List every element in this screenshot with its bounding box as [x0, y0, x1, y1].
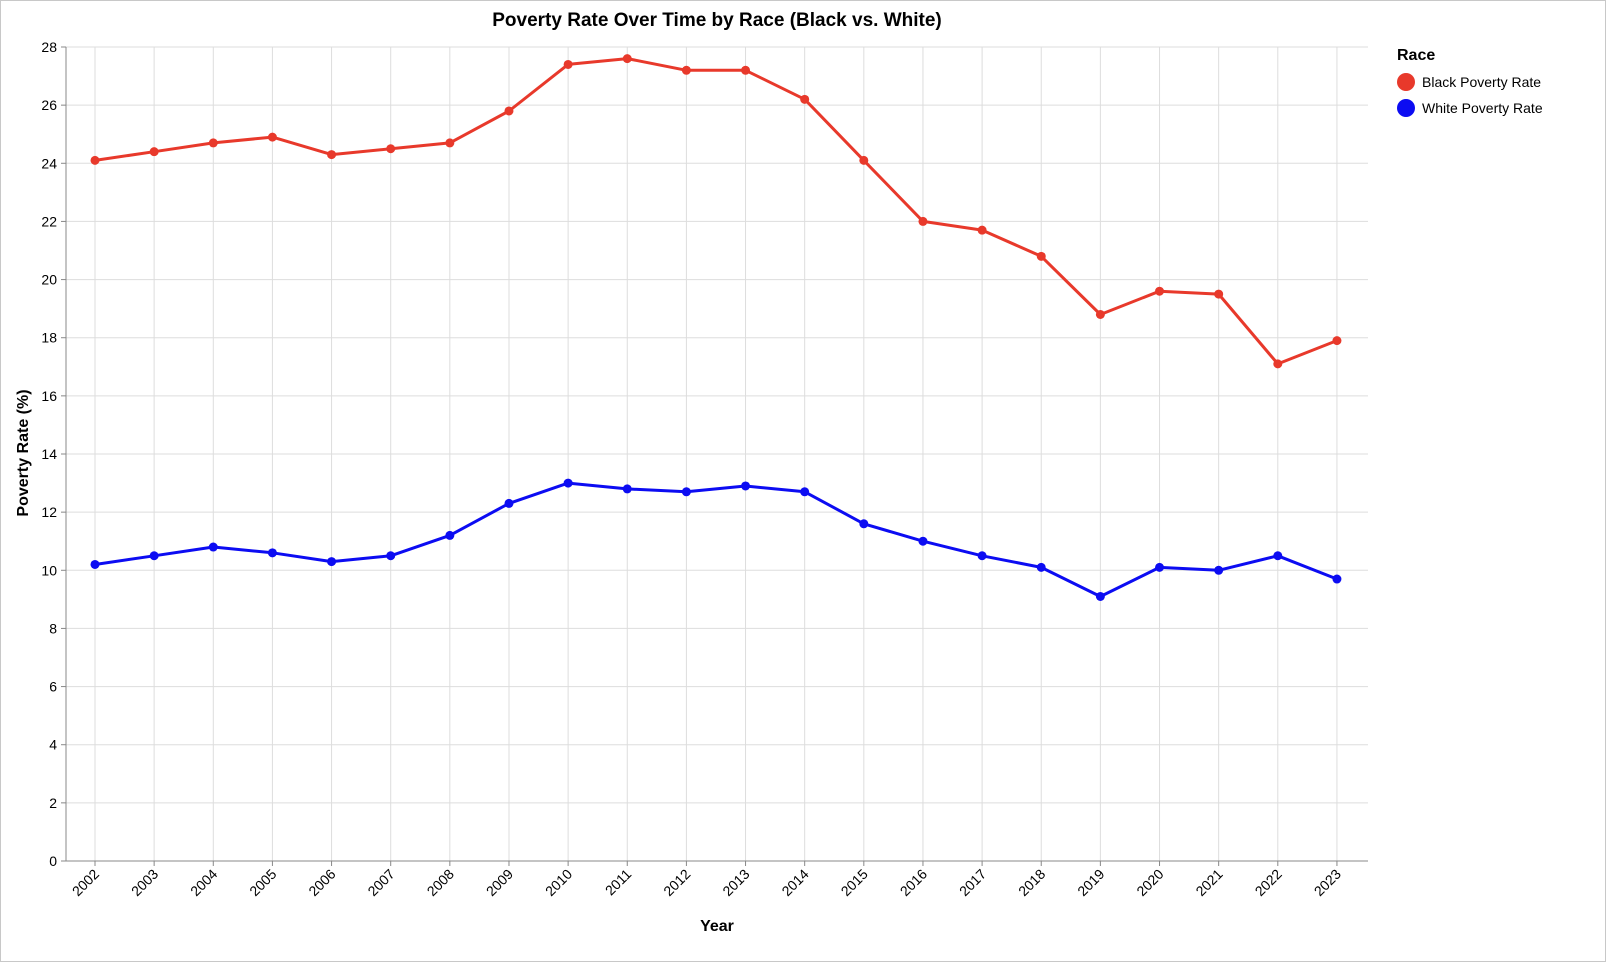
x-axis-title: Year [700, 918, 734, 935]
black-poverty-rate-point [681, 65, 691, 75]
white-poverty-rate-point [327, 557, 337, 567]
x-tick-label: 2003 [128, 866, 161, 899]
white-poverty-rate-point [859, 519, 869, 529]
x-tick-label: 2017 [956, 866, 989, 899]
white-poverty-rate-point [1332, 574, 1342, 584]
legend-title: Race [1397, 47, 1435, 64]
x-tick-label: 2007 [364, 866, 397, 899]
chart-title: Poverty Rate Over Time by Race (Black vs… [492, 10, 942, 31]
series-lines [90, 54, 1342, 601]
x-tick-label: 2022 [1252, 866, 1285, 899]
black-poverty-rate-point [1036, 251, 1046, 261]
x-tick-label: 2014 [778, 866, 811, 899]
black-poverty-rate-point [208, 138, 218, 148]
y-tick-label: 14 [41, 446, 57, 462]
gridlines [66, 46, 1368, 862]
black-poverty-rate-point [1095, 309, 1105, 319]
x-tick-label: 2021 [1192, 866, 1225, 899]
black-poverty-rate-point [149, 147, 159, 157]
white-poverty-rate-point [1155, 562, 1165, 572]
y-tick-label: 6 [49, 679, 57, 695]
white-poverty-rate-point [681, 487, 691, 497]
y-tick-label: 18 [41, 330, 57, 346]
white-poverty-rate-point [977, 551, 987, 561]
black-poverty-rate-point [445, 138, 455, 148]
white-poverty-rate-point [445, 530, 455, 540]
black-poverty-rate-point [327, 150, 337, 160]
y-tick-label: 22 [41, 213, 57, 229]
white-poverty-rate-line [94, 481, 1338, 598]
white-poverty-rate-point [800, 487, 810, 497]
white-poverty-rate-point [208, 542, 218, 552]
black-poverty-rate-point [859, 155, 869, 165]
x-tick-label: 2012 [660, 866, 693, 899]
white-poverty-rate-point [1036, 562, 1046, 572]
x-tick-label: 2005 [246, 866, 279, 899]
legend-swatch-black-poverty-rate [1397, 73, 1415, 91]
x-tick-label: 2023 [1311, 866, 1344, 899]
y-tick-label: 28 [41, 39, 57, 55]
black-poverty-rate-point [977, 225, 987, 235]
black-poverty-rate-point [267, 132, 277, 142]
white-poverty-rate-point [563, 478, 573, 488]
x-tick-label: 2009 [483, 866, 516, 899]
white-poverty-rate-point [741, 481, 751, 491]
white-poverty-rate-point [149, 551, 159, 561]
y-tick-label: 20 [41, 272, 57, 288]
legend: Race Black Poverty Rate White Poverty Rat… [1397, 47, 1543, 117]
y-tick-label: 2 [49, 795, 57, 811]
y-tick-label: 8 [49, 620, 57, 636]
white-poverty-rate-point [504, 498, 514, 508]
y-tick-label: 16 [41, 388, 57, 404]
x-tick-label: 2013 [719, 866, 752, 899]
y-tick-label: 0 [49, 853, 57, 869]
black-poverty-rate-point [1332, 336, 1342, 346]
white-poverty-rate-point [1273, 551, 1283, 561]
black-poverty-rate-point [741, 65, 751, 75]
black-poverty-rate-point [563, 59, 573, 69]
white-poverty-rate-point [267, 548, 277, 558]
x-tick-label: 2008 [424, 866, 457, 899]
y-tick-label: 10 [41, 562, 57, 578]
y-axis-title: Poverty Rate (%) [15, 389, 32, 516]
x-tick-label: 2016 [897, 866, 930, 899]
black-poverty-rate-point [800, 94, 810, 104]
white-poverty-rate-point [918, 536, 928, 546]
x-tick-label: 2002 [69, 866, 102, 899]
white-poverty-rate-point [90, 559, 100, 569]
legend-label-black-poverty-rate: Black Poverty Rate [1422, 74, 1541, 90]
black-poverty-rate-point [918, 216, 928, 226]
black-poverty-rate-point [1214, 289, 1224, 299]
black-poverty-rate-line [94, 57, 1338, 366]
y-tick-label: 12 [41, 504, 57, 520]
x-tick-label: 2006 [305, 866, 338, 899]
black-poverty-rate-point [90, 155, 100, 165]
white-poverty-rate-point [386, 551, 396, 561]
y-tick-label: 26 [41, 97, 57, 113]
y-tick-label: 4 [49, 737, 57, 753]
white-poverty-rate-point [1214, 565, 1224, 575]
x-tick-label: 2004 [187, 866, 220, 899]
x-tick-label: 2020 [1133, 866, 1166, 899]
y-tick-label: 24 [41, 155, 57, 171]
legend-label-white-poverty-rate: White Poverty Rate [1422, 100, 1543, 116]
black-poverty-rate-point [1273, 359, 1283, 369]
x-tick-label: 2015 [838, 866, 871, 899]
black-poverty-rate-point [386, 144, 396, 154]
x-tick-label: 2011 [602, 866, 635, 899]
white-poverty-rate-point [622, 484, 632, 494]
x-tick-label: 2018 [1015, 866, 1048, 899]
legend-swatch-white-poverty-rate [1397, 99, 1415, 117]
black-poverty-rate-point [1155, 286, 1165, 296]
x-tick-label: 2010 [542, 866, 575, 899]
black-poverty-rate-point [622, 54, 632, 64]
x-tick-label: 2019 [1074, 866, 1107, 899]
black-poverty-rate-point [504, 106, 514, 116]
white-poverty-rate-point [1095, 591, 1105, 601]
